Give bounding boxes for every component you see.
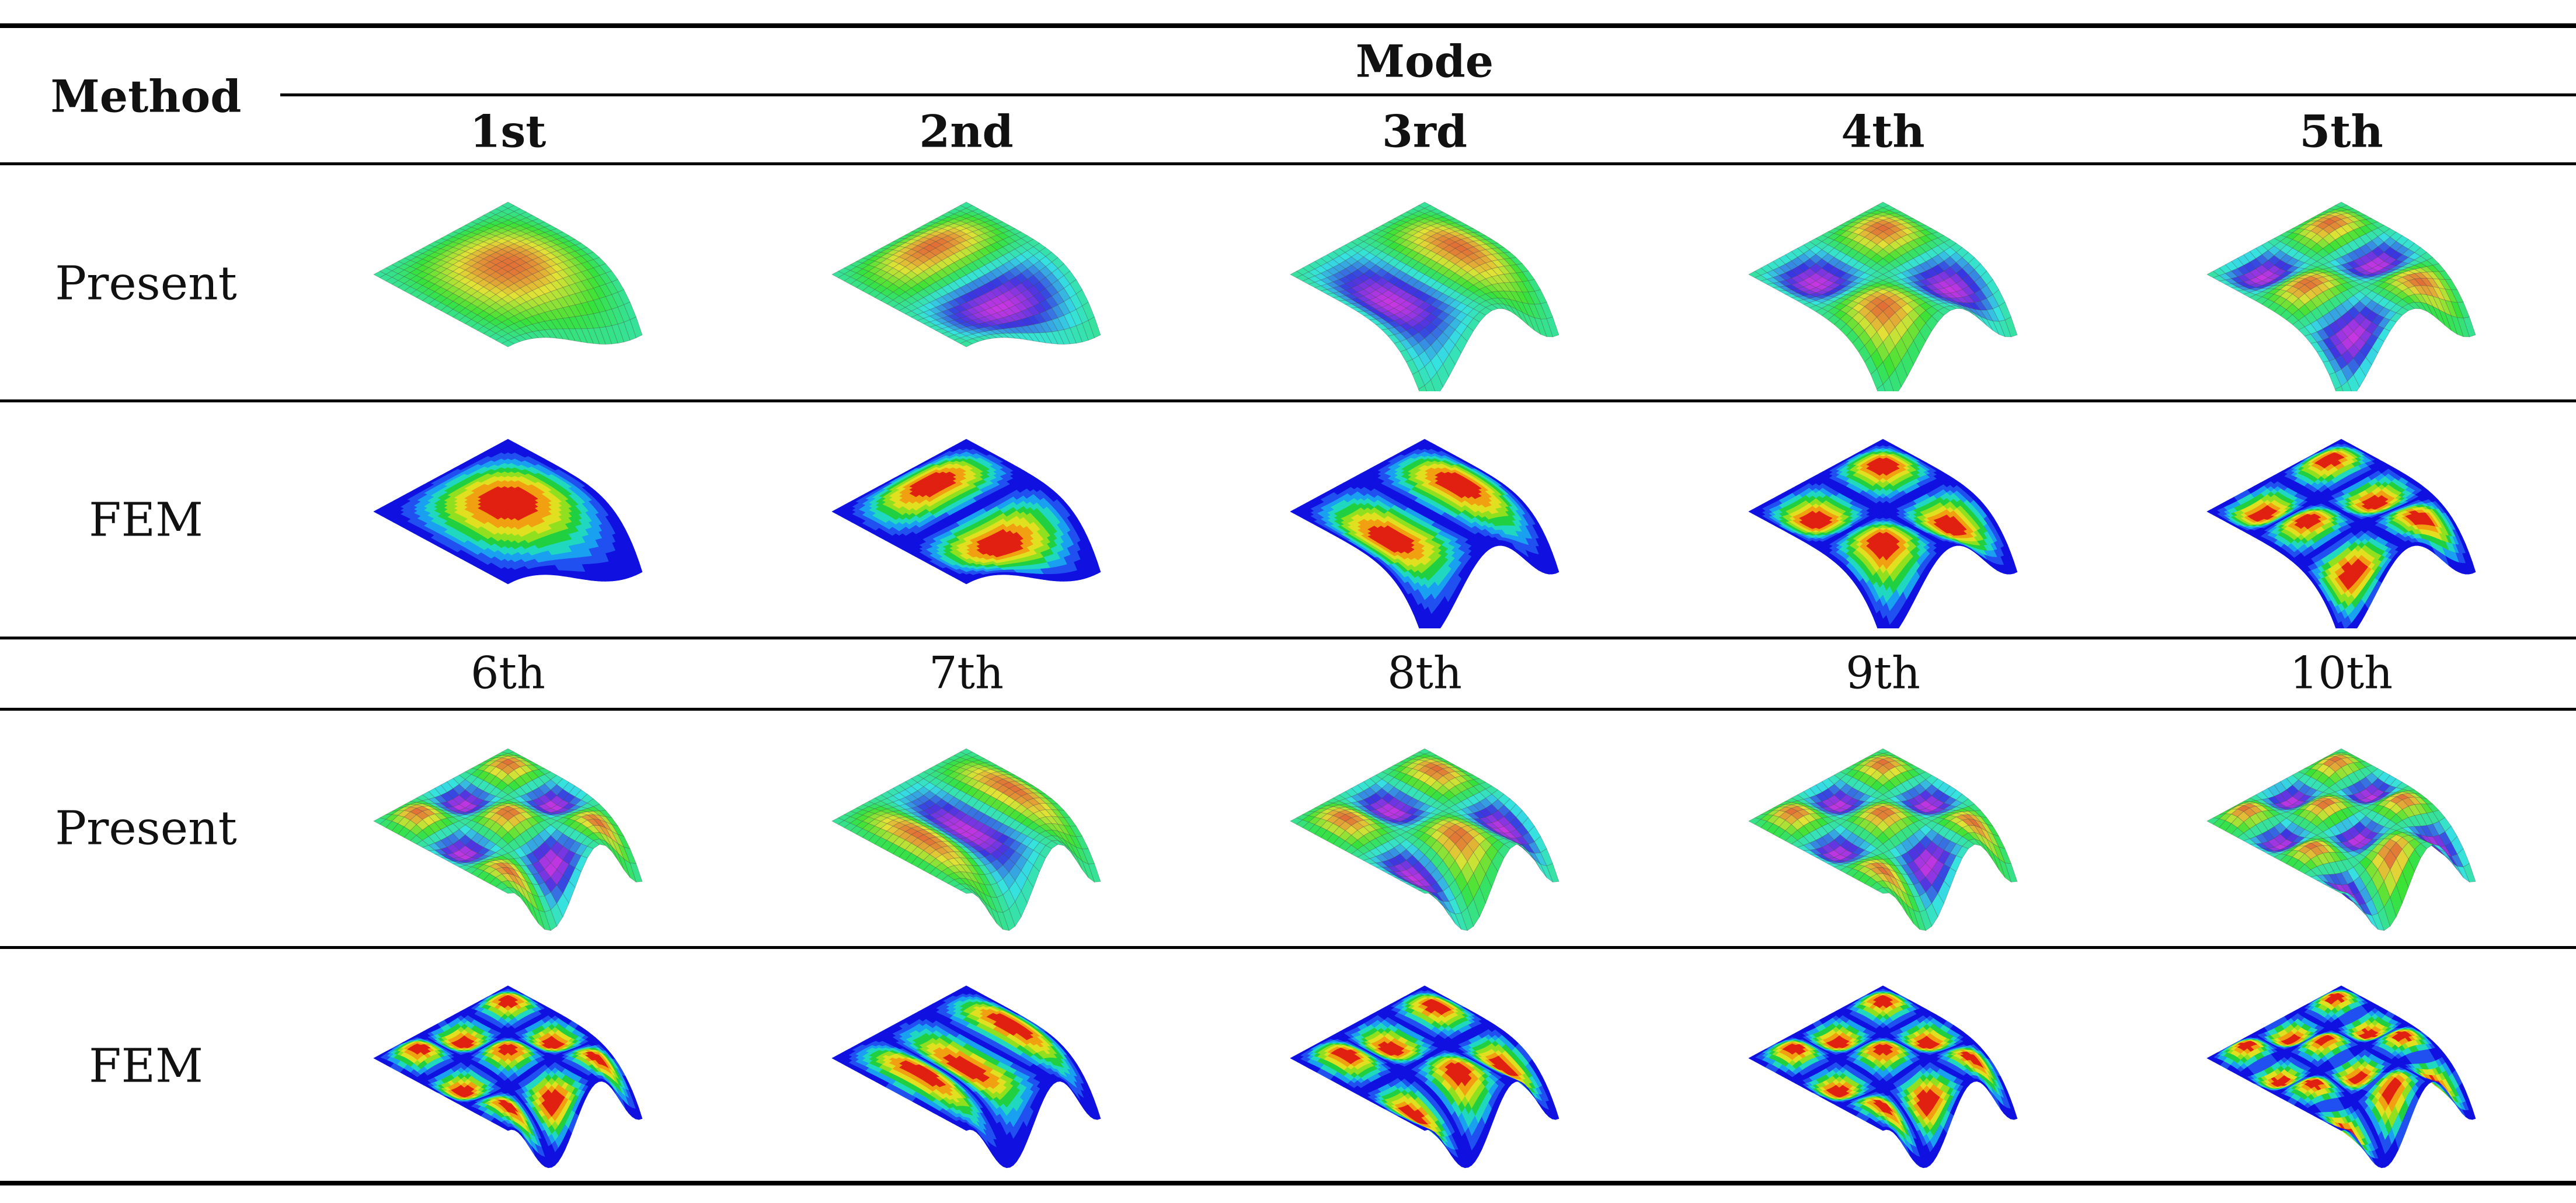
mode-plot-present-r1-c2: [803, 175, 1130, 391]
mode-plot-present-r1-c5: [2178, 175, 2505, 391]
mode-surface-present-1-4: [1748, 201, 2018, 391]
row-rule-3: [0, 708, 2576, 711]
mode-label-7th: 7th: [929, 647, 1004, 699]
mode-surface-present-3-2: [831, 748, 1101, 931]
mode-label-6th: 6th: [471, 647, 545, 699]
mode-surface-fem-2-1: [373, 439, 643, 585]
row-rule-2: [0, 637, 2576, 639]
row-label-present-1: Present: [55, 256, 236, 311]
mode-label-10th: 10th: [2290, 647, 2393, 699]
row-rule-1: [0, 399, 2576, 402]
mode-surface-present-1-2: [831, 201, 1101, 347]
mode-plot-present-r3-c4: [1719, 722, 2046, 938]
mode-label-4th: 4th: [1841, 106, 1924, 158]
mode-surface-fem-4-4: [1748, 985, 2018, 1169]
row-label-fem-1: FEM: [89, 493, 203, 547]
mode-surface-present-3-1: [373, 748, 643, 931]
mode-label-3rd: 3rd: [1382, 106, 1467, 158]
mode-plot-present-r1-c1: [344, 175, 671, 391]
mode-plot-fem-r4-c4: [1719, 959, 2046, 1175]
mode-surface-present-3-4: [1748, 748, 2018, 931]
mode-plot-fem-r2-c4: [1719, 412, 2046, 628]
mode-label-1st: 1st: [470, 106, 546, 158]
top-rule: [0, 23, 2576, 28]
mode-header: Mode: [1356, 36, 1494, 88]
row-label-present-2: Present: [55, 801, 236, 856]
mode-plot-fem-r2-c5: [2178, 412, 2505, 628]
mode-plot-present-r3-c1: [344, 722, 671, 938]
mode-label-8th: 8th: [1387, 647, 1462, 699]
mode-surface-fem-2-2: [831, 439, 1101, 585]
mode-surface-fem-4-5: [2206, 985, 2476, 1169]
mode-plot-fem-r2-c1: [344, 412, 671, 628]
mode-plot-fem-r4-c5: [2178, 959, 2505, 1175]
mode-label-2nd: 2nd: [919, 106, 1013, 158]
mode-plot-fem-r4-c3: [1261, 959, 1588, 1175]
mode-surface-fem-2-3: [1290, 439, 1559, 628]
mode-label-5th: 5th: [2299, 106, 2383, 158]
mode-plot-fem-r4-c2: [803, 959, 1130, 1175]
mode-plot-present-r3-c5: [2178, 722, 2505, 938]
mode-plot-present-r3-c2: [803, 722, 1130, 938]
bottom-rule: [0, 1181, 2576, 1185]
mode-surface-present-3-5: [2206, 748, 2476, 931]
mode-label-9th: 9th: [1846, 647, 1920, 699]
mode-surface-present-1-1: [373, 201, 643, 347]
mode-surface-fem-2-5: [2206, 439, 2476, 628]
mode-surface-present-3-3: [1290, 748, 1559, 931]
mode-surface-present-1-5: [2206, 201, 2476, 391]
mode-surface-fem-4-2: [831, 985, 1101, 1169]
mode-surface-fem-4-3: [1290, 985, 1559, 1169]
mode-plot-present-r1-c3: [1261, 175, 1588, 391]
row-rule-4: [0, 946, 2576, 949]
method-header: Method: [51, 71, 242, 123]
mode-plot-fem-r4-c1: [344, 959, 671, 1175]
mode-plot-fem-r2-c3: [1261, 412, 1588, 628]
mode-plot-fem-r2-c2: [803, 412, 1130, 628]
row-label-fem-2: FEM: [89, 1039, 203, 1093]
mode-plot-present-r3-c3: [1261, 722, 1588, 938]
mode-underline: [280, 93, 2576, 96]
header-rule: [0, 162, 2576, 165]
mode-surface-present-1-3: [1290, 201, 1559, 391]
mode-surface-fem-2-4: [1748, 439, 2018, 628]
mode-plot-present-r1-c4: [1719, 175, 2046, 391]
mode-surface-fem-4-1: [373, 985, 643, 1169]
